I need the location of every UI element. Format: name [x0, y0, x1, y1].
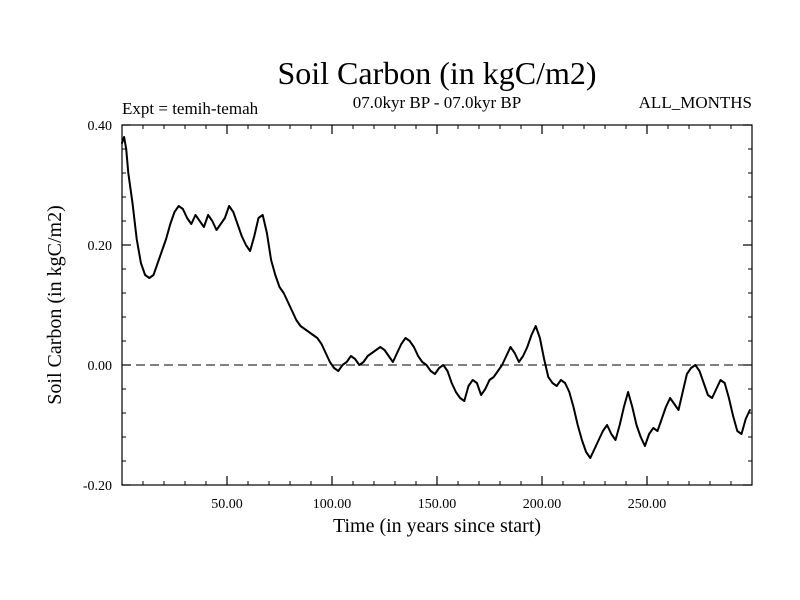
- x-tick-label: 250.00: [628, 497, 667, 512]
- x-tick-label: 200.00: [523, 497, 562, 512]
- months-label: ALL_MONTHS: [639, 93, 752, 112]
- chart-title: Soil Carbon (in kgC/m2): [277, 55, 596, 91]
- y-tick-label: 0.20: [88, 239, 113, 254]
- x-tick-label: 150.00: [418, 497, 457, 512]
- y-axis-ticks: -0.20 0.00 0.20 0.40: [83, 119, 752, 494]
- x-tick-label: 100.00: [313, 497, 352, 512]
- y-tick-label: -0.20: [83, 479, 112, 494]
- y-axis-title: Soil Carbon (in kgC/m2): [44, 205, 66, 404]
- y-tick-label: 0.00: [88, 359, 113, 374]
- x-tick-label: 50.00: [211, 497, 243, 512]
- series-line-soil-carbon: [121, 136, 751, 459]
- x-axis-title: Time (in years since start): [333, 515, 541, 537]
- x-axis-ticks: 50.00 100.00 150.00 200.00 250.00: [142, 125, 732, 512]
- experiment-label: Expt = temih-temah: [122, 99, 259, 118]
- period-label: 07.0kyr BP - 07.0kyr BP: [353, 93, 521, 112]
- y-tick-label: 0.40: [88, 119, 113, 134]
